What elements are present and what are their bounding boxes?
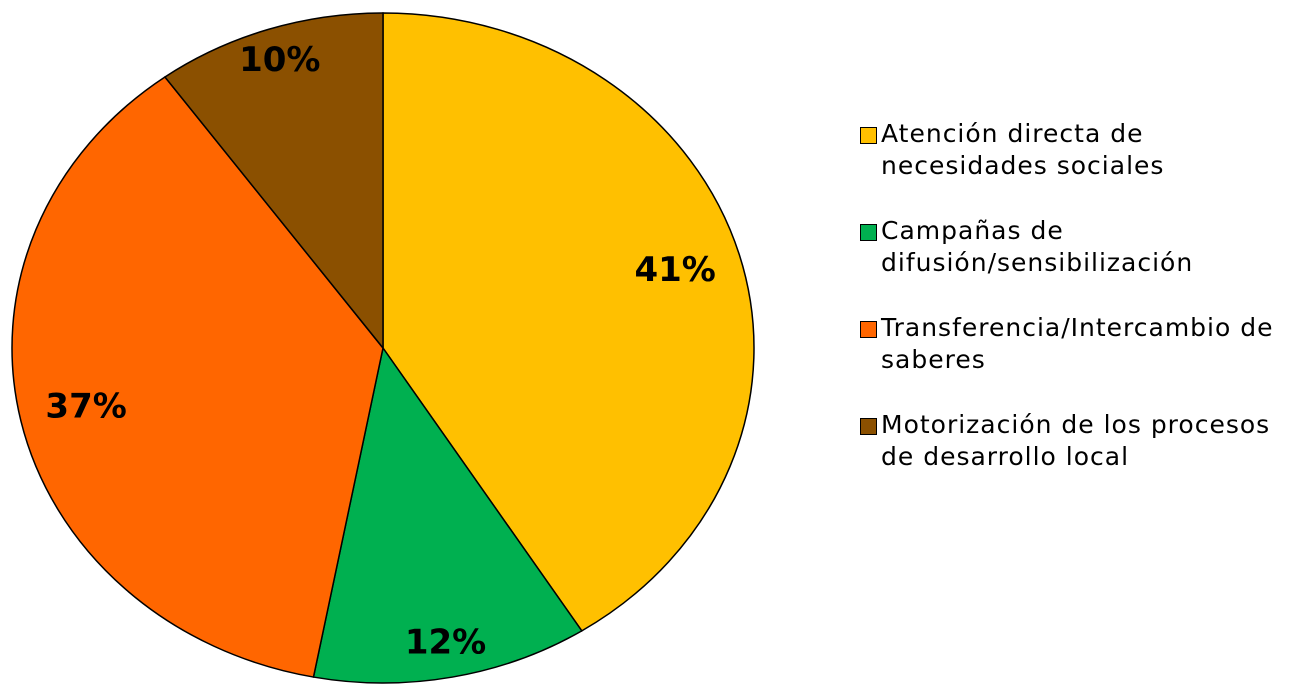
data-label: 12%: [405, 623, 486, 663]
legend-label: Atención directa de necesidades sociales: [881, 119, 1165, 180]
legend: Atención directa de necesidades sociales…: [860, 118, 1310, 506]
legend-item: Transferencia/Intercambio de saberes: [860, 312, 1310, 376]
legend-swatch: [860, 321, 877, 338]
pie-slice: [163, 12, 384, 351]
pie-slice: [312, 346, 583, 684]
pie-slice: [11, 75, 384, 678]
legend-item: Motorización de los procesos de desarrol…: [860, 409, 1310, 473]
legend-label: Transferencia/Intercambio de saberes: [881, 313, 1274, 374]
data-label: 37%: [45, 386, 126, 426]
legend-label: Motorización de los procesos de desarrol…: [881, 410, 1271, 471]
data-label: 10%: [239, 40, 320, 80]
legend-swatch: [860, 418, 877, 435]
legend-item: Campañas de difusión/sensibilización: [860, 215, 1310, 279]
legend-swatch: [860, 224, 877, 241]
legend-swatch: [860, 127, 877, 144]
data-label: 41%: [634, 250, 715, 290]
legend-item: Atención directa de necesidades sociales: [860, 118, 1310, 182]
legend-label: Campañas de difusión/sensibilización: [881, 216, 1194, 277]
pie-slice: [382, 12, 755, 632]
